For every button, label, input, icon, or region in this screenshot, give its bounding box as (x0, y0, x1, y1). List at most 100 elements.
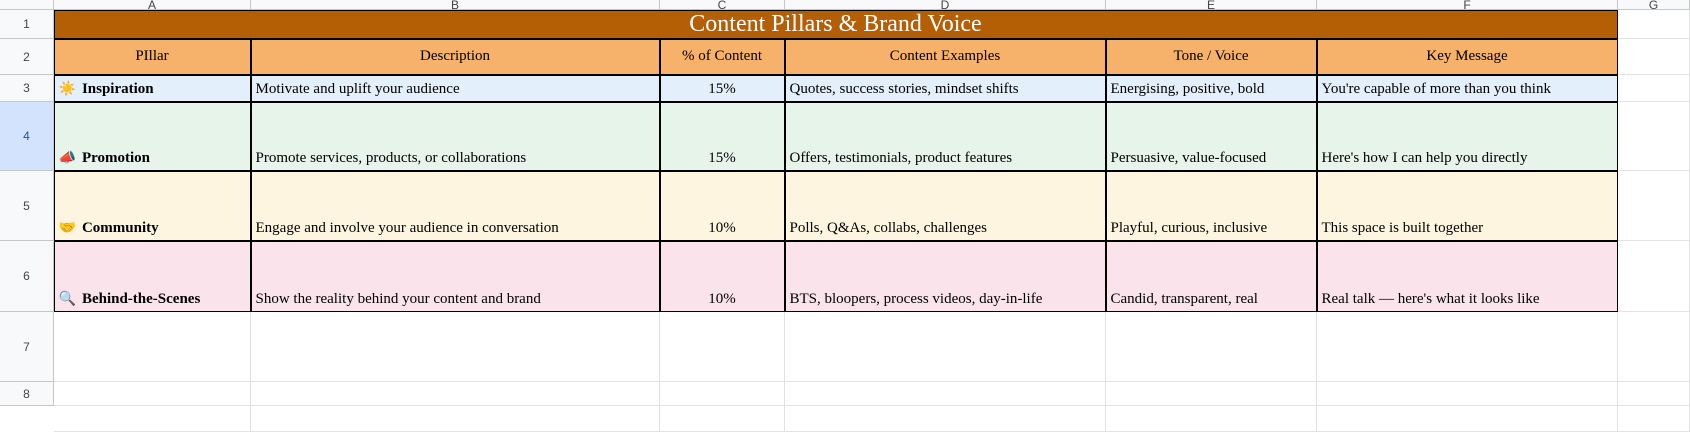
cell (1618, 406, 1690, 432)
pillar-icon: 📣 (58, 150, 76, 166)
row-header[interactable]: 6 (0, 241, 54, 312)
examples-cell: BTS, bloopers, process videos, day-in-li… (784, 240, 1106, 312)
pillar-name: Inspiration (81, 80, 154, 97)
message-cell: Real talk — here's what it looks like (1316, 240, 1618, 312)
description-cell: Promote services, products, or collabora… (250, 101, 660, 171)
row-header[interactable]: 2 (0, 39, 54, 75)
examples-text: Offers, testimonials, product features (789, 149, 1013, 166)
pillar-icon: ☀️ (58, 81, 76, 97)
cell (54, 406, 251, 432)
cell (1618, 39, 1690, 75)
percent-text: 10% (708, 219, 736, 236)
message-cell: Here's how I can help you directly (1316, 101, 1618, 171)
title: Content Pillars & Brand Voice (689, 10, 982, 37)
pillar-cell: 🔍 Behind-the-Scenes (53, 240, 251, 312)
percent-text: 10% (708, 290, 736, 307)
cell (1618, 312, 1690, 382)
column-letter: B (450, 0, 459, 10)
cell (1317, 241, 1618, 312)
description-cell: Engage and involve your audience in conv… (250, 170, 660, 241)
cell (54, 382, 251, 406)
cell (660, 312, 785, 382)
examples-cell: Offers, testimonials, product features (784, 101, 1106, 171)
message-text: Here's how I can help you directly (1321, 149, 1528, 166)
description-text: Engage and involve your audience in conv… (255, 219, 559, 236)
message-cell: This space is built together (1316, 170, 1618, 241)
row-number: 8 (23, 386, 30, 401)
column-header[interactable]: E (1106, 0, 1317, 10)
percent-cell: 15% (659, 74, 785, 102)
tone-text: Energising, positive, bold (1110, 80, 1265, 97)
column-header[interactable]: G (1618, 0, 1690, 10)
percent-text: 15% (708, 80, 736, 97)
column-letter: E (1206, 0, 1215, 10)
cell (1317, 406, 1618, 432)
examples-text: Quotes, success stories, mindset shifts (789, 80, 1019, 97)
header-cell: PIllar (53, 38, 251, 75)
row-number: 1 (23, 17, 30, 31)
pillar-cell: 📣 Promotion (53, 101, 251, 171)
column-letter: F (1463, 0, 1471, 10)
title-cell: Content Pillars & Brand Voice (53, 9, 1618, 39)
header-text: PIllar (135, 48, 169, 64)
message-cell: You're capable of more than you think (1316, 74, 1618, 102)
description-text: Promote services, products, or collabora… (255, 149, 527, 166)
cell (251, 312, 660, 382)
row-number: 2 (23, 49, 30, 64)
column-header[interactable]: B (251, 0, 660, 10)
pillar-icon: 🔍 (58, 291, 76, 307)
cell (785, 382, 1106, 406)
tone-text: Persuasive, value-focused (1110, 149, 1267, 166)
examples-text: BTS, bloopers, process videos, day-in-li… (789, 290, 1043, 307)
pillar-name: Community (81, 219, 159, 236)
header-cell: % of Content (659, 38, 785, 75)
row-header[interactable]: 7 (0, 312, 54, 382)
header-text: Key Message (1426, 48, 1508, 64)
cell (1106, 312, 1317, 382)
column-letter: A (147, 0, 156, 10)
row-header[interactable]: 1 (0, 10, 54, 39)
row-header[interactable]: 3 (0, 75, 54, 102)
header-text: Description (420, 48, 490, 64)
cell (660, 406, 785, 432)
cell (1106, 406, 1317, 432)
description-cell: Motivate and uplift your audience (250, 74, 660, 102)
examples-cell: Quotes, success stories, mindset shifts (784, 74, 1106, 102)
column-letter: C (717, 0, 727, 10)
column-header[interactable]: D (785, 0, 1106, 10)
examples-cell: Polls, Q&As, collabs, challenges (784, 170, 1106, 241)
column-header[interactable]: F (1317, 0, 1618, 10)
cell (1618, 171, 1690, 241)
tone-cell: Energising, positive, bold (1105, 74, 1317, 102)
cell (1106, 382, 1317, 406)
cell (660, 382, 785, 406)
row-header[interactable]: 4 (0, 102, 54, 171)
description-text: Show the reality behind your content and… (255, 290, 541, 307)
tone-cell: Candid, transparent, real (1105, 240, 1317, 312)
column-header[interactable]: A (54, 0, 251, 10)
row-number: 3 (23, 81, 30, 95)
cell (1317, 312, 1618, 382)
row-number: 6 (23, 269, 30, 283)
row-header[interactable]: 8 (0, 382, 54, 406)
message-text: You're capable of more than you think (1321, 80, 1551, 97)
cell (1618, 241, 1690, 312)
header-cell: Tone / Voice (1105, 38, 1317, 75)
message-text: Real talk — here's what it looks like (1321, 290, 1540, 307)
row-number: 5 (23, 198, 30, 213)
row-number: 4 (23, 129, 30, 143)
percent-cell: 10% (659, 240, 785, 312)
description-text: Motivate and uplift your audience (255, 80, 460, 97)
cell (251, 406, 660, 432)
examples-text: Polls, Q&As, collabs, challenges (789, 219, 987, 236)
pillar-name: Behind-the-Scenes (81, 290, 201, 307)
percent-cell: 15% (659, 101, 785, 171)
column-header[interactable]: C (660, 0, 785, 10)
row-number: 7 (23, 339, 30, 354)
header-cell: Content Examples (784, 38, 1106, 75)
tone-cell: Persuasive, value-focused (1105, 101, 1317, 171)
row-header[interactable]: 5 (0, 171, 54, 241)
cell (251, 382, 660, 406)
pillar-name: Promotion (81, 149, 150, 166)
